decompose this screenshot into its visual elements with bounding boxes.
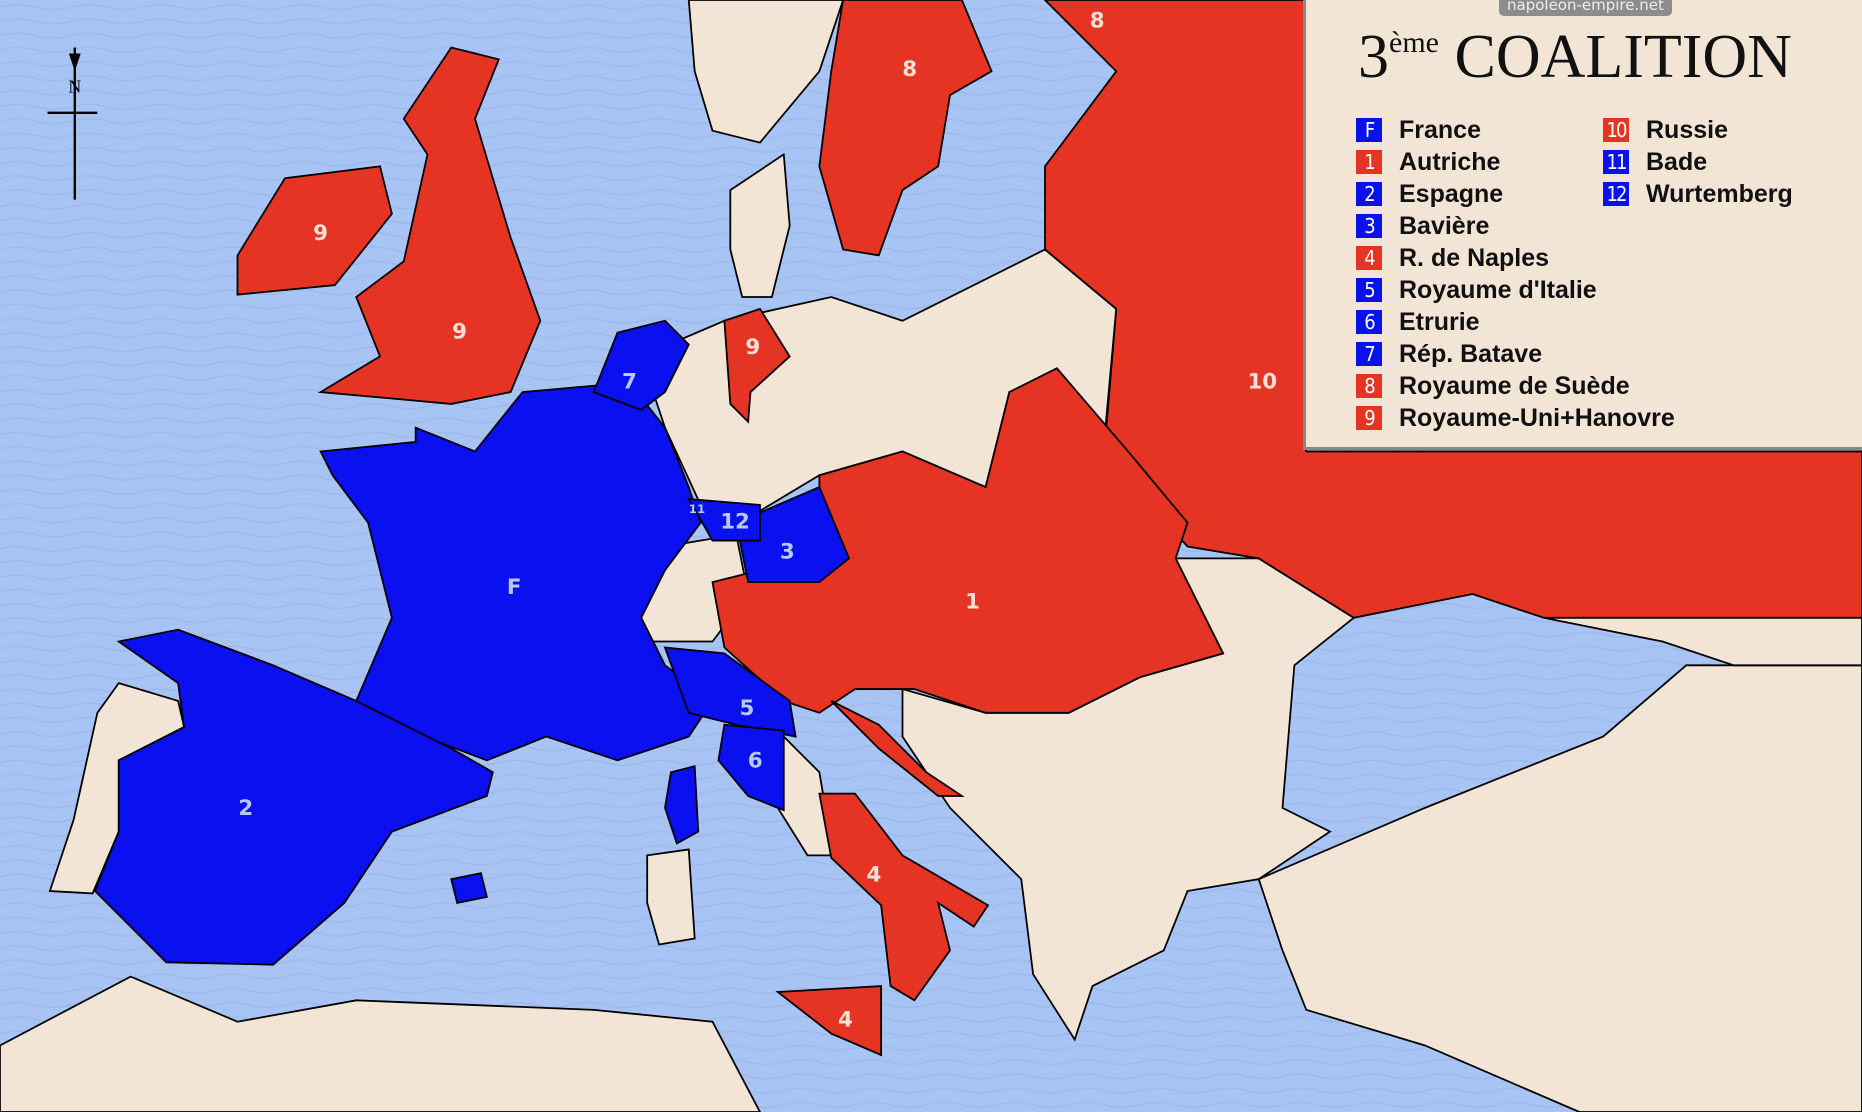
legend-item: 3 Bavière (1356, 212, 1489, 240)
title-text: COALITION (1454, 23, 1792, 91)
russia (1043, 0, 1862, 619)
label-finland: 8 (1090, 8, 1105, 33)
sweden (818, 0, 993, 257)
anatolia (1257, 664, 1862, 1112)
legend-item: 6 Etrurie (1356, 308, 1480, 336)
label-britain: 9 (452, 320, 467, 345)
legend-label: Bade (1646, 147, 1708, 176)
label-italy: 5 (740, 696, 755, 721)
north-label: N (68, 77, 81, 97)
balearics (450, 872, 488, 904)
norway (687, 0, 845, 144)
legend-label: Espagne (1399, 179, 1504, 208)
label-sicily: 4 (838, 1007, 853, 1032)
legend-item: 2 Espagne (1356, 180, 1503, 208)
legend-swatch: 7 (1356, 342, 1382, 366)
denmark (729, 152, 791, 298)
legend-label: France (1399, 115, 1481, 144)
legend-swatch: 12 (1603, 182, 1629, 206)
spain (93, 628, 494, 966)
legend-swatch: 6 (1356, 310, 1382, 334)
france (319, 381, 714, 762)
legend-label: Bavière (1399, 211, 1490, 240)
label-baden: 11 (689, 502, 706, 516)
austria (711, 367, 1225, 714)
label-batavia: 7 (622, 369, 637, 394)
label-russia: 10 (1247, 369, 1277, 394)
hanover (723, 307, 791, 424)
batavia (592, 319, 690, 411)
label-bavaria: 3 (780, 539, 795, 564)
legend-swatch: 11 (1603, 150, 1629, 174)
label-spain: 2 (238, 796, 253, 821)
great-britain (317, 46, 542, 405)
legend-swatch: 8 (1356, 374, 1382, 398)
legend-swatch: 3 (1356, 214, 1382, 238)
legend-label: Royaume d'Italie (1399, 275, 1597, 304)
legend-label: Autriche (1399, 147, 1501, 176)
wurtemberg (687, 497, 761, 542)
sardinia (646, 848, 696, 946)
legend-item: 8 Royaume de Suède (1356, 372, 1630, 400)
legend-item: F France (1356, 116, 1481, 144)
legend-swatch: 9 (1356, 406, 1382, 430)
dalmatia (830, 700, 965, 797)
legend-swatch: 2 (1356, 182, 1382, 206)
map-title: 3ème COALITION (1358, 22, 1792, 93)
label-etruria: 6 (748, 748, 763, 773)
legend-label: Rép. Batave (1399, 339, 1543, 368)
legend-swatch: 4 (1356, 246, 1382, 270)
naples (818, 792, 990, 1002)
etruria (717, 723, 785, 812)
title-superscript: ème (1389, 26, 1439, 59)
label-hanover: 9 (745, 335, 760, 360)
title-number: 3 (1358, 23, 1389, 91)
legend-swatch: 10 (1603, 118, 1629, 142)
legend-label: Russie (1646, 115, 1728, 144)
legend-item: 7 Rép. Batave (1356, 340, 1542, 368)
bavaria (735, 485, 851, 584)
legend-panel: napoleon-empire.net 3ème COALITION F Fran… (1303, 0, 1862, 450)
label-naples: 4 (867, 863, 882, 888)
label-sweden: 8 (902, 57, 917, 82)
ireland (236, 165, 393, 296)
legend-item: 12 Wurtemberg (1603, 180, 1793, 208)
watermark: napoleon-empire.net (1499, 0, 1672, 16)
legend-swatch: 5 (1356, 278, 1382, 302)
legend-item: 9 Royaume-Uni+Hanovre (1356, 404, 1675, 432)
legend-label: Wurtemberg (1646, 179, 1793, 208)
legend-label: R. de Naples (1399, 243, 1550, 272)
label-france: F (507, 575, 522, 600)
legend-swatch: F (1356, 118, 1382, 142)
legend-label: Royaume de Suède (1399, 371, 1630, 400)
sicily (775, 985, 883, 1057)
legend-label: Royaume-Uni+Hanovre (1399, 403, 1675, 432)
kingdom-of-italy (663, 646, 797, 738)
legend-item: 10 Russie (1603, 116, 1728, 144)
legend-item: 5 Royaume d'Italie (1356, 276, 1597, 304)
north-africa (0, 975, 762, 1112)
legend-item: 4 R. de Naples (1356, 244, 1549, 272)
label-wurtemberg: 12 (720, 510, 750, 535)
legend-item: 1 Autriche (1356, 148, 1500, 176)
legend-swatch: 1 (1356, 150, 1382, 174)
corsica (664, 765, 700, 845)
north-arrow-icon: N (47, 47, 98, 200)
legend-label: Etrurie (1399, 307, 1480, 336)
label-ireland: 9 (313, 221, 328, 246)
label-austria: 1 (965, 589, 980, 614)
legend-item: 11 Bade (1603, 148, 1707, 176)
